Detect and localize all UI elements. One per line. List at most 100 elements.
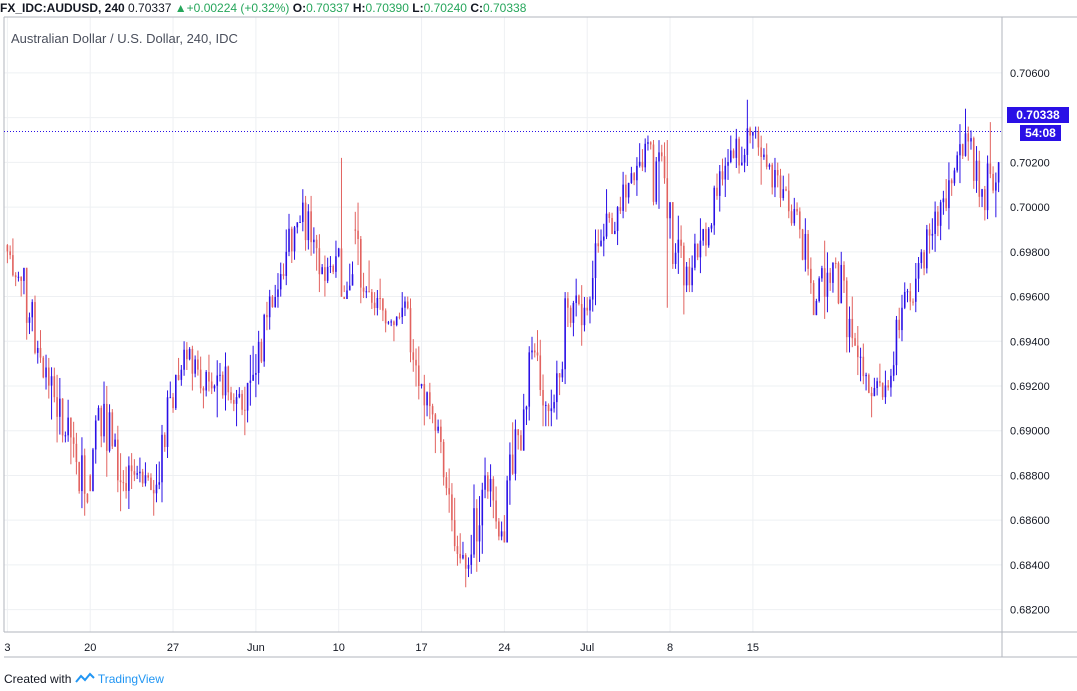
candle-body (14, 275, 17, 278)
candle-body (674, 252, 677, 264)
candle (498, 518, 500, 541)
candle (31, 299, 34, 332)
candle-body (834, 263, 837, 264)
candle (572, 300, 575, 337)
candle-body (823, 268, 826, 297)
candle (81, 437, 83, 509)
candle-body (652, 144, 655, 202)
candle-body (141, 471, 144, 484)
candle-body (895, 319, 898, 366)
candle-body (495, 500, 497, 522)
candle (558, 372, 561, 396)
candle-body (147, 475, 149, 478)
candle (564, 292, 566, 385)
candle (840, 251, 843, 304)
candle (83, 448, 86, 516)
candle (785, 186, 787, 192)
candle (881, 382, 884, 400)
candle (36, 340, 39, 364)
candle (845, 277, 848, 353)
candle-body (288, 228, 290, 252)
candle-body (553, 402, 555, 409)
candle (296, 222, 299, 234)
candle-body (415, 359, 417, 366)
candle-body (511, 454, 514, 474)
candle (984, 185, 986, 221)
candle-body (666, 178, 669, 219)
candle-body (453, 520, 456, 547)
candle-body (45, 367, 47, 378)
candle (197, 350, 199, 376)
candle-body (478, 525, 481, 542)
candle-body (575, 295, 577, 303)
candle-body (451, 494, 453, 521)
candle-body (948, 180, 950, 209)
candle-body (503, 531, 506, 543)
tradingview-brand[interactable]: TradingView (97, 672, 164, 686)
candle (713, 185, 716, 235)
candle-body (812, 283, 815, 316)
candle (144, 462, 147, 487)
candle-body (845, 280, 848, 338)
candle-body (854, 338, 856, 346)
candle-body (119, 480, 122, 483)
candle (857, 326, 859, 376)
candle-body (354, 229, 357, 231)
candle (718, 164, 721, 212)
candle-body (934, 211, 936, 234)
candle-body (522, 409, 525, 451)
candle (509, 442, 511, 505)
candle (282, 263, 285, 280)
candle (531, 336, 533, 360)
candle (373, 292, 376, 316)
symbol-header: FX_IDC:AUDUSD, 240 0.70337 ▲+0.00224 (+0… (0, 0, 1077, 16)
candle-body (950, 180, 953, 184)
candle (674, 243, 677, 269)
candle (266, 301, 268, 331)
candle-body (901, 307, 903, 331)
candle-body (649, 142, 652, 145)
candle-body (464, 555, 467, 569)
candle-body (917, 263, 920, 279)
candle-body (25, 267, 28, 323)
candle-body (175, 375, 177, 409)
candle (246, 382, 249, 423)
y-tick-label: 0.70000 (1010, 202, 1050, 214)
candle (221, 371, 224, 399)
candle (500, 521, 503, 541)
candle (163, 432, 166, 452)
candle-body (746, 128, 749, 155)
candle-body (434, 414, 437, 431)
candle (481, 482, 484, 554)
candle (125, 466, 127, 499)
candle-body (429, 392, 431, 407)
candle (567, 292, 569, 328)
candle (765, 143, 768, 170)
candle (290, 226, 293, 263)
candle (59, 377, 61, 435)
candle-body (956, 155, 959, 171)
candle-body (103, 403, 105, 437)
candle (680, 225, 682, 258)
candle (672, 202, 674, 269)
candle (108, 404, 111, 453)
candle (542, 374, 544, 427)
candle-body (586, 307, 589, 311)
candle-body (459, 553, 462, 559)
x-tick-label: 17 (415, 642, 427, 654)
candle-body (72, 437, 75, 444)
candle-body (390, 321, 392, 323)
candle (72, 421, 75, 458)
candle (892, 351, 895, 382)
candle (161, 424, 163, 503)
candle-body (489, 478, 492, 492)
candle-body (183, 349, 185, 370)
candle-body (591, 278, 594, 300)
candle (964, 108, 967, 157)
candle-body (807, 233, 809, 269)
candle (760, 135, 762, 185)
candle (879, 363, 881, 387)
candle (219, 362, 221, 382)
candle (97, 405, 100, 421)
